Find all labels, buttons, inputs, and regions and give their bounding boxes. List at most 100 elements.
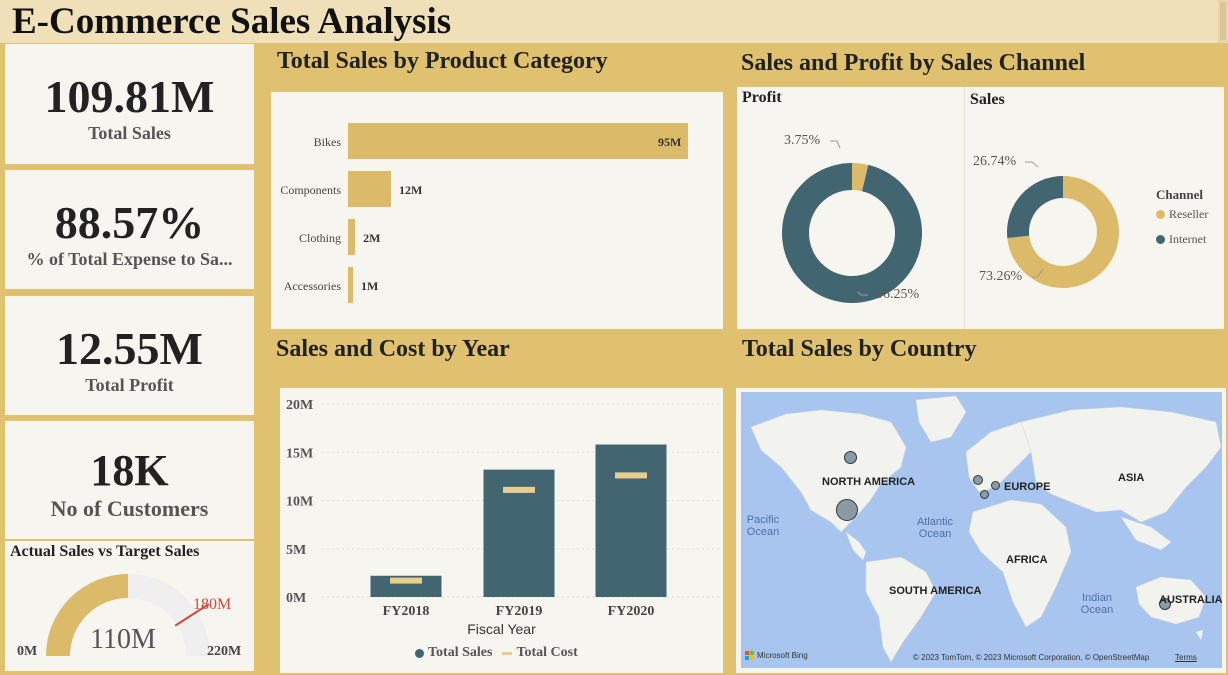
map-bubble-germany[interactable]: [991, 481, 1000, 490]
gauge-value-arc: [46, 574, 128, 656]
gauge-card[interactable]: Actual Sales vs Target Sales 0M 220M 110…: [5, 541, 254, 671]
kpi-value: 12.55M: [56, 323, 203, 374]
map-landmass: [750, 395, 1222, 663]
category-value-label: 12M: [398, 183, 423, 197]
legend-label: Total Sales: [428, 645, 493, 660]
scrollbar-thumb[interactable]: [1220, 2, 1226, 40]
year-chart-panel[interactable]: 0M 5M 10M 15M 20M FY2018 FY2019 FY2020 Fiscal Y…: [280, 388, 723, 673]
x-tick-label: FY2018: [383, 604, 430, 619]
map-bubble-united-kingdom[interactable]: [973, 475, 983, 485]
leader-line: [857, 291, 868, 296]
kpi-value: 18K: [90, 446, 169, 495]
map-bubble-united-states[interactable]: [836, 499, 858, 521]
category-bar[interactable]: [348, 267, 353, 303]
y-tick-label: 0M: [286, 591, 306, 606]
cost-marker[interactable]: [503, 486, 535, 493]
kpi-total-sales[interactable]: 109.81M Total Sales: [5, 44, 254, 164]
microsoft-logo-icon: [745, 651, 754, 660]
gauge-max-label: 220M: [207, 644, 241, 659]
map-brand-label: Microsoft Bing: [757, 651, 808, 660]
year-section-title: Sales and Cost by Year: [276, 336, 510, 362]
kpi-label: Total Sales: [88, 123, 171, 143]
category-bar[interactable]: [348, 123, 688, 159]
profit-donut[interactable]: [782, 163, 923, 303]
sales-reseller-pct: 73.26%: [979, 269, 1023, 284]
profit-internet-pct: 96.25%: [876, 287, 920, 302]
profit-reseller-pct: 3.75%: [784, 133, 821, 148]
year-legend: Total Sales Total Cost: [415, 645, 578, 661]
legend-label: Total Cost: [516, 645, 578, 660]
gauge-chart: 0M 220M 110M 180M: [17, 574, 241, 659]
map-bubble-canada[interactable]: [844, 451, 857, 464]
category-label: Components: [280, 183, 341, 197]
map-label-south-america: SOUTH AMERICA: [889, 585, 982, 597]
leader-line: [1025, 161, 1039, 168]
category-bar[interactable]: [348, 219, 356, 255]
map-brand: Microsoft Bing: [745, 651, 808, 660]
x-tick-label: FY2020: [608, 604, 655, 619]
kpi-value: 109.81M: [44, 71, 215, 122]
legend-item-total-sales[interactable]: Total Sales: [415, 645, 492, 661]
donut-slice-reseller[interactable]: [852, 163, 869, 192]
channel-chart-panel[interactable]: Profit Sales 3.75% 96.25% 26.74% 73.26% …: [737, 87, 1224, 329]
legend-label: Internet: [1169, 232, 1207, 246]
legend-item-reseller[interactable]: Reseller: [1156, 207, 1208, 222]
category-section-title: Total Sales by Product Category: [277, 48, 608, 74]
map-terms-link[interactable]: Terms: [1175, 653, 1197, 662]
gauge-target-line: [174, 603, 210, 627]
category-value-label: 95M: [658, 135, 682, 149]
sales-bar[interactable]: [370, 575, 442, 597]
map-ocean-indian: Indian Ocean: [1080, 592, 1114, 616]
legend-swatch: [415, 648, 424, 658]
legend-title: Channel: [1156, 187, 1203, 202]
y-tick-label: 5M: [286, 543, 306, 558]
sales-donut[interactable]: [1007, 176, 1119, 288]
donut-charts: [782, 140, 1119, 303]
category-label: Clothing: [298, 231, 341, 245]
x-tick-label: FY2019: [496, 604, 543, 619]
cost-marker[interactable]: [615, 472, 647, 479]
category-label: Bikes: [313, 135, 341, 149]
donut-slice-internet[interactable]: [782, 163, 923, 303]
map-bubble-france[interactable]: [980, 490, 989, 499]
kpi-expense-ratio[interactable]: 88.57% % of Total Expense to Sa...: [5, 170, 254, 289]
category-bar[interactable]: [348, 171, 391, 207]
donut-slice-reseller[interactable]: [1007, 176, 1119, 288]
profit-donut-title: Profit: [742, 89, 782, 106]
map-label-europe: EUROPE: [1004, 481, 1051, 493]
legend-label: Reseller: [1169, 207, 1209, 221]
year-chart: 0M 5M 10M 15M 20M FY2018 FY2019 FY2020: [286, 398, 720, 619]
map-ocean-pacific: Pacific Ocean: [746, 514, 780, 538]
map-bubble-australia[interactable]: [1159, 598, 1171, 610]
world-map[interactable]: NORTH AMERICA EUROPE ASIA AFRICA SOUTH A…: [741, 392, 1222, 668]
y-tick-label: 10M: [286, 495, 313, 510]
category-value-label: 1M: [361, 279, 379, 293]
cost-marker[interactable]: [390, 577, 422, 584]
kpi-label: No of Customers: [50, 496, 209, 521]
leader-line: [830, 140, 841, 149]
map-label-australia: AUSTRALIA: [1159, 594, 1222, 606]
channel-section-title: Sales and Profit by Sales Channel: [741, 50, 1086, 76]
header-bar: E-Commerce Sales Analysis: [0, 0, 1228, 43]
page-title: E-Commerce Sales Analysis: [12, 1, 452, 42]
sales-donut-title: Sales: [970, 91, 1005, 108]
donut-slice-internet[interactable]: [1007, 176, 1063, 239]
category-value-label: 2M: [363, 231, 381, 245]
map-label-north-america: NORTH AMERICA: [822, 476, 916, 488]
gauge-value-label: 110M: [90, 624, 156, 655]
map-ocean-atlantic: Atlantic Ocean: [916, 516, 954, 540]
sales-bar[interactable]: [595, 444, 667, 597]
legend-item-total-cost[interactable]: Total Cost: [502, 645, 578, 661]
kpi-value: 88.57%: [54, 197, 205, 248]
legend-item-internet[interactable]: Internet: [1156, 232, 1206, 247]
map-label-asia: ASIA: [1118, 472, 1145, 484]
legend-swatch: [502, 651, 513, 655]
x-axis-title: Fiscal Year: [467, 621, 536, 637]
kpi-customers[interactable]: 18K No of Customers: [5, 421, 254, 539]
kpi-total-profit[interactable]: 12.55M Total Profit: [5, 296, 254, 415]
category-label: Accessories: [283, 279, 341, 293]
kpi-label: % of Total Expense to Sa...: [26, 249, 233, 269]
category-chart-panel[interactable]: Bikes 95M Components 12M Clothing 2M Accessori…: [271, 92, 723, 329]
scrollbar[interactable]: [1218, 0, 1228, 43]
gauge-min-label: 0M: [17, 644, 37, 659]
